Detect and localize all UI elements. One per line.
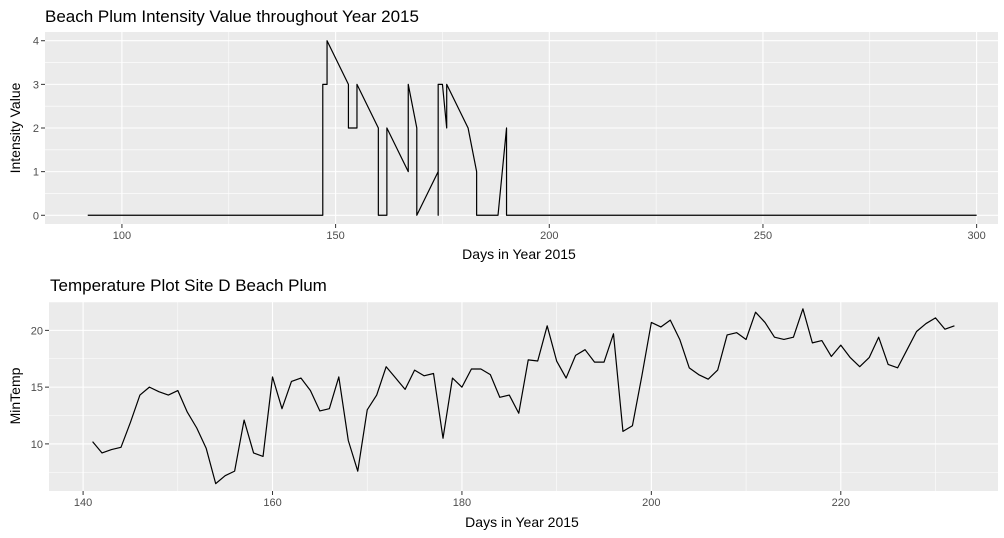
temperature-x-axis-title: Days in Year 2015	[465, 514, 579, 530]
temperature-x-tick-label: 200	[642, 497, 660, 509]
temperature-chart-title: Temperature Plot Site D Beach Plum	[50, 276, 327, 295]
temperature-x-tick-label: 180	[453, 497, 471, 509]
intensity-x-tick-label: 300	[967, 230, 985, 242]
intensity-chart: 100 150 200 250 300 0 1 2 3 4 Beach Plum Intensit…	[7, 7, 998, 262]
temperature-chart: 140 160 180 200 220 10 15 20 Temperature Plot S…	[7, 276, 998, 530]
intensity-chart-title: Beach Plum Intensity Value throughout Ye…	[45, 7, 419, 26]
intensity-y-tick-label: 4	[33, 36, 39, 48]
intensity-y-tick-label: 2	[33, 123, 39, 135]
intensity-series-line	[87, 40, 977, 216]
intensity-y-tick-label: 0	[33, 210, 39, 222]
intensity-y-tick-label: 1	[33, 167, 39, 179]
temperature-series	[92, 308, 955, 485]
temperature-y-tick-label: 10	[31, 439, 43, 451]
temperature-series-line	[92, 308, 955, 485]
temperature-y-tick-label: 20	[31, 325, 43, 337]
intensity-y-tick-label: 3	[33, 79, 39, 91]
intensity-x-tick-label: 100	[113, 230, 131, 242]
temperature-x-tick-label: 140	[74, 497, 92, 509]
temperature-x-tick-label: 160	[263, 497, 281, 509]
temperature-ticks: 140 160 180 200 220 10 15 20	[31, 325, 850, 509]
intensity-x-axis-title: Days in Year 2015	[462, 246, 576, 262]
temperature-plot-panel	[49, 302, 998, 491]
temperature-y-tick-label: 15	[31, 382, 43, 394]
intensity-x-tick-label: 200	[540, 230, 558, 242]
temperature-x-tick-label: 220	[832, 497, 850, 509]
intensity-ticks: 100 150 200 250 300 0 1 2 3 4	[33, 36, 986, 242]
intensity-x-tick-label: 150	[326, 230, 344, 242]
intensity-y-axis-title: Intensity Value	[7, 82, 23, 173]
temperature-y-axis-title: MinTemp	[7, 367, 23, 424]
intensity-series	[87, 40, 977, 216]
intensity-x-tick-label: 250	[754, 230, 772, 242]
